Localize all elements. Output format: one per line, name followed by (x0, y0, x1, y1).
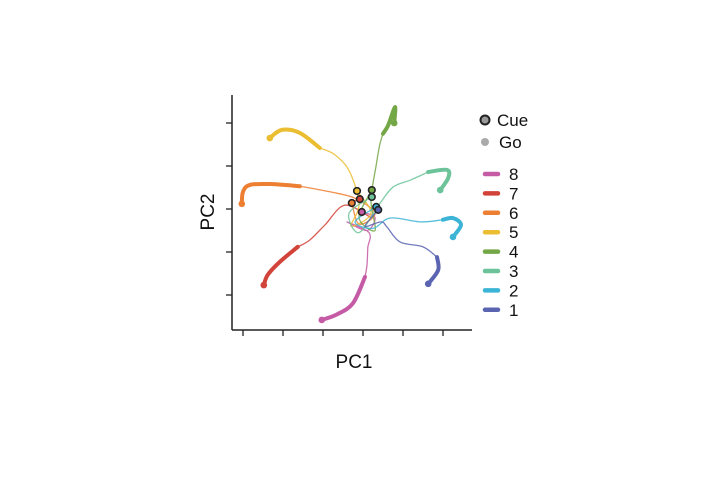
markers (238, 119, 457, 324)
cue-marker-6 (347, 198, 356, 208)
trajectory-2-late (441, 215, 464, 239)
legend-go-label: Go (499, 133, 522, 152)
cue-marker-3 (367, 192, 376, 202)
cue-marker-7 (355, 195, 364, 204)
end-marker-4 (390, 119, 398, 127)
end-marker-3 (436, 186, 444, 194)
trajectories (239, 105, 464, 322)
legend-label-1: 1 (509, 301, 518, 320)
trajectory-5-late (267, 127, 322, 150)
trajectory-1-early (364, 209, 438, 258)
trajectory-7-late (261, 244, 300, 288)
end-marker-1 (424, 280, 432, 288)
legend-label-5: 5 (509, 223, 518, 242)
legend-label-4: 4 (509, 243, 518, 262)
trajectory-8-late (319, 274, 367, 322)
end-marker-2 (449, 233, 457, 241)
legend-go-marker (481, 138, 489, 146)
legend-label-3: 3 (509, 262, 518, 281)
cue-marker-1 (374, 205, 383, 214)
cue-marker-4 (367, 185, 376, 195)
trajectory-4-late (381, 105, 398, 136)
axes (226, 95, 472, 336)
legend-label-8: 8 (509, 165, 518, 184)
legend-cue-marker (479, 114, 491, 126)
legend-cue-label: Cue (497, 111, 528, 130)
trajectory-8-early (346, 211, 376, 278)
legend-label-7: 7 (509, 184, 518, 203)
trajectory-2-early (354, 206, 444, 230)
cue-marker-8 (357, 207, 366, 217)
end-marker-7 (260, 281, 268, 289)
end-marker-8 (318, 316, 326, 324)
end-marker-6 (238, 200, 246, 208)
x-axis-label: PC1 (336, 352, 373, 373)
legend-label-6: 6 (509, 204, 518, 223)
trajectory-1-late (426, 255, 441, 286)
end-marker-5 (266, 134, 274, 142)
y-axis-label: PC2 (198, 194, 219, 231)
trajectory-3-late (426, 167, 452, 193)
cue-marker-5 (352, 186, 362, 196)
trajectory-6-late (239, 181, 302, 206)
legend-label-2: 2 (509, 281, 518, 300)
